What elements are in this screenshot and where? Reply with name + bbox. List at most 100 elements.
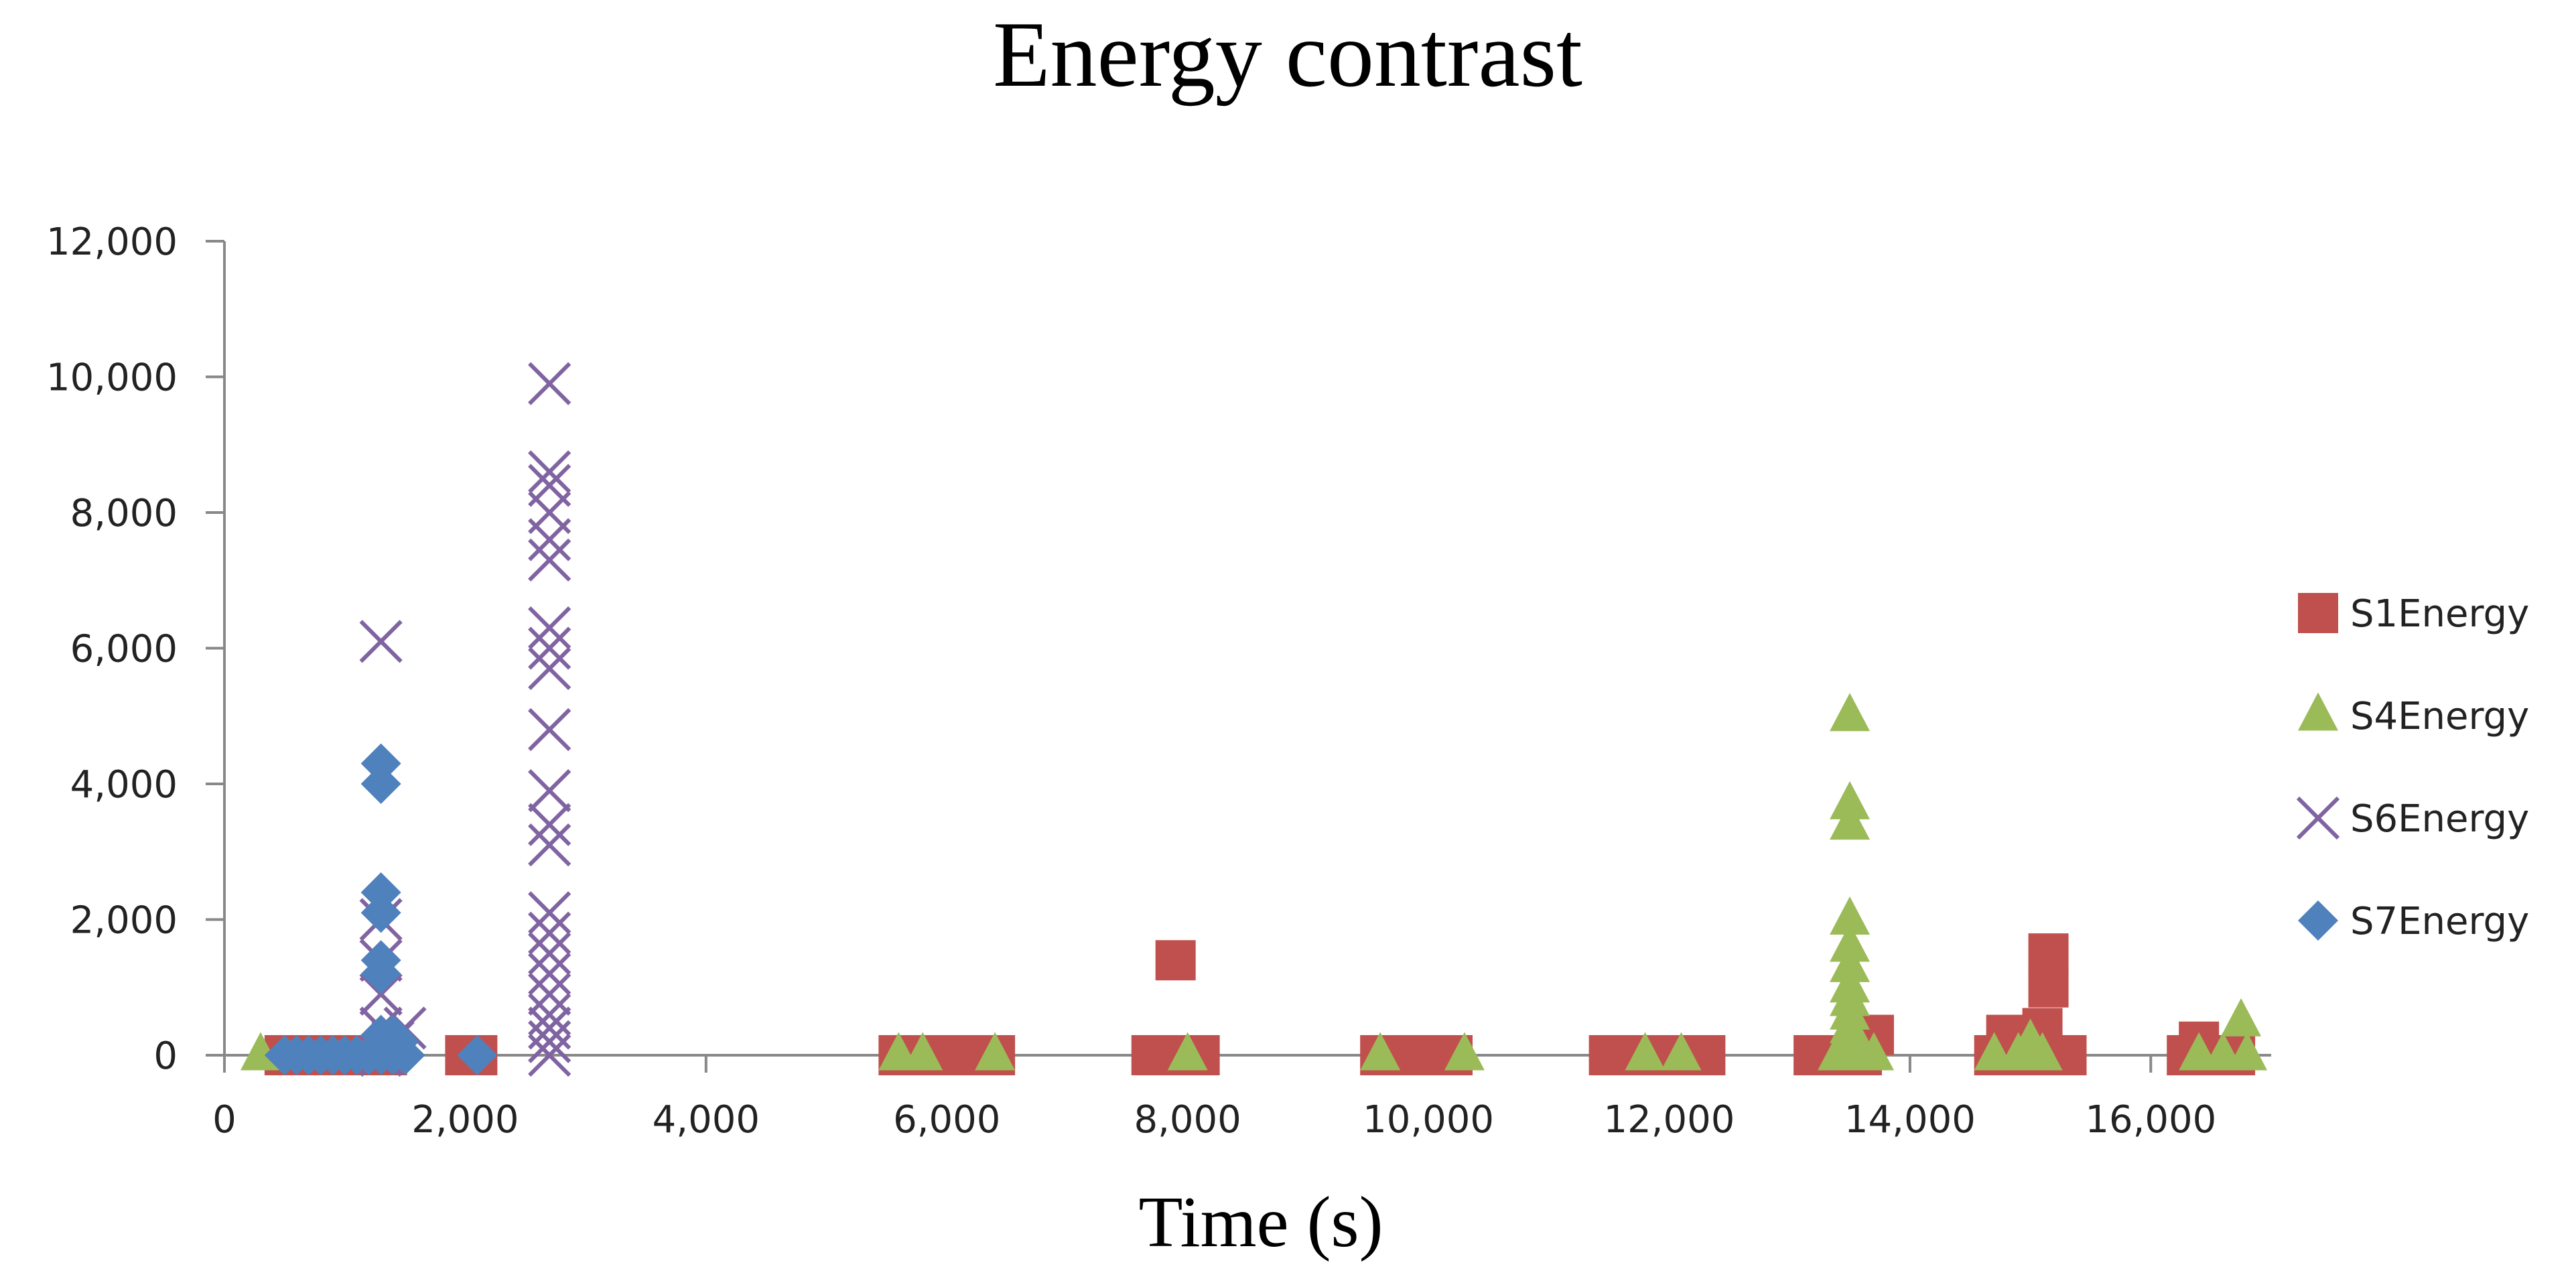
data-point-s4energy <box>1830 923 1871 962</box>
data-point-s4energy <box>1830 693 1871 732</box>
data-point-s6energy <box>528 538 571 582</box>
legend-marker <box>2296 796 2340 840</box>
x-tick-label: 12,000 <box>1603 1098 1735 1142</box>
data-point-s4energy <box>1360 1032 1401 1071</box>
y-tick-label: 6,000 <box>70 628 178 671</box>
data-point-s6energy <box>528 606 571 650</box>
y-tick-label: 0 <box>153 1034 178 1078</box>
x-marker-stroke <box>528 626 571 670</box>
series-s4energy <box>240 693 2268 1071</box>
data-point-s6energy <box>528 626 571 670</box>
legend-marker <box>2298 692 2338 731</box>
x-marker-stroke <box>528 464 571 507</box>
data-point-s6energy <box>528 911 571 955</box>
data-point-s7energy <box>360 743 401 784</box>
x-marker-stroke <box>359 620 403 663</box>
x-tick-label: 2,000 <box>411 1098 519 1142</box>
x-tick-label: 14,000 <box>1844 1098 1976 1142</box>
x-marker-stroke <box>528 823 571 867</box>
x-marker-stroke <box>528 606 571 650</box>
data-point-s6energy <box>528 823 571 867</box>
legend-label: S7Energy <box>2350 900 2529 943</box>
x-marker-stroke <box>528 769 571 813</box>
data-point-s1energy <box>2028 933 2069 974</box>
data-point-s1energy <box>2028 967 2069 1008</box>
x-tick-label: 4,000 <box>653 1098 760 1142</box>
data-point-s6energy <box>359 972 403 1016</box>
legend-label: S4Energy <box>2350 695 2529 738</box>
legend: S1Energy S4Energy S6Energy S7Energy <box>2296 592 2529 943</box>
data-point-s6energy <box>528 952 571 996</box>
series-s7energy <box>264 743 498 1075</box>
data-point-s6energy <box>359 620 403 663</box>
legend-label: S6Energy <box>2350 797 2529 841</box>
data-point-s6energy <box>528 803 571 846</box>
x-marker-stroke <box>528 707 571 752</box>
legend-item-s7energy: S7Energy <box>2298 900 2529 943</box>
x-marker-stroke <box>528 362 571 405</box>
x-tick-label: 6,000 <box>893 1098 1000 1142</box>
x-marker-stroke <box>528 972 571 1016</box>
x-tick-label: 10,000 <box>1363 1098 1494 1142</box>
data-point-s4energy <box>1853 1032 1894 1071</box>
data-point-s4energy <box>2010 1018 2051 1057</box>
data-point-s4energy <box>1830 964 1871 1003</box>
data-point-s4energy <box>1444 1032 1485 1071</box>
chart-title: Energy contrast <box>993 3 1582 107</box>
data-point-s6energy <box>528 891 571 935</box>
data-point-s6energy <box>528 707 571 752</box>
y-tick-label: 2,000 <box>70 899 178 943</box>
x-marker-stroke <box>528 450 571 494</box>
legend-item-s6energy: S6Energy <box>2296 796 2529 841</box>
x-marker-stroke <box>2296 796 2340 840</box>
x-axis-ticks: 0 2,000 4,000 6,000 8,000 10,000 12,000 14,000 1… <box>212 1055 2216 1142</box>
data-point-s6energy <box>528 647 571 690</box>
data-point-s6energy <box>528 1006 571 1050</box>
data-point-s4energy <box>1830 943 1871 982</box>
y-tick-label: 12,000 <box>46 220 178 264</box>
data-point-s7energy <box>457 1035 498 1075</box>
legend-marker <box>2298 900 2338 941</box>
x-tick-label: 16,000 <box>2085 1098 2216 1142</box>
x-marker-stroke <box>528 538 571 582</box>
data-point-s4energy <box>1830 896 1871 935</box>
data-point-s6energy <box>528 450 571 494</box>
data-point-s6energy <box>528 972 571 1016</box>
legend-item-s1energy: S1Energy <box>2298 592 2529 636</box>
data-point-s7energy <box>360 892 401 933</box>
data-point-s4energy <box>1661 1032 1702 1071</box>
data-point-s1energy <box>1155 940 1196 981</box>
data-point-s7energy <box>360 872 401 913</box>
data-point-s6energy <box>528 464 571 507</box>
y-tick-label: 8,000 <box>70 492 178 535</box>
data-point-s6energy <box>528 769 571 813</box>
data-point-s4energy <box>1830 781 1871 819</box>
x-marker-stroke <box>528 932 571 975</box>
data-point-s4energy <box>975 1032 1016 1071</box>
x-marker-stroke <box>528 803 571 846</box>
x-marker-stroke <box>528 952 571 996</box>
legend-label: S1Energy <box>2350 592 2529 636</box>
x-marker-stroke <box>359 972 403 1016</box>
y-tick-label: 10,000 <box>46 356 178 400</box>
data-point-s6energy <box>528 362 571 405</box>
legend-item-s4energy: S4Energy <box>2298 692 2529 738</box>
x-axis-label: Time (s) <box>1138 1183 1383 1262</box>
data-point-s7energy <box>360 764 401 804</box>
x-marker-stroke <box>528 891 571 935</box>
x-tick-label: 8,000 <box>1134 1098 1241 1142</box>
data-point-s6energy <box>528 993 571 1036</box>
data-point-s4energy <box>902 1032 943 1071</box>
x-marker-stroke <box>528 993 571 1036</box>
data-point-s4energy <box>2221 998 2262 1036</box>
x-tick-label: 0 <box>212 1098 236 1142</box>
x-marker-stroke <box>528 1006 571 1050</box>
x-marker-stroke <box>528 647 571 690</box>
data-point-s4energy <box>2227 1032 2268 1071</box>
data-point-s7energy <box>379 1021 419 1062</box>
data-point-s4energy <box>1167 1032 1208 1071</box>
legend-marker <box>2298 593 2338 633</box>
data-points <box>240 362 2268 1077</box>
